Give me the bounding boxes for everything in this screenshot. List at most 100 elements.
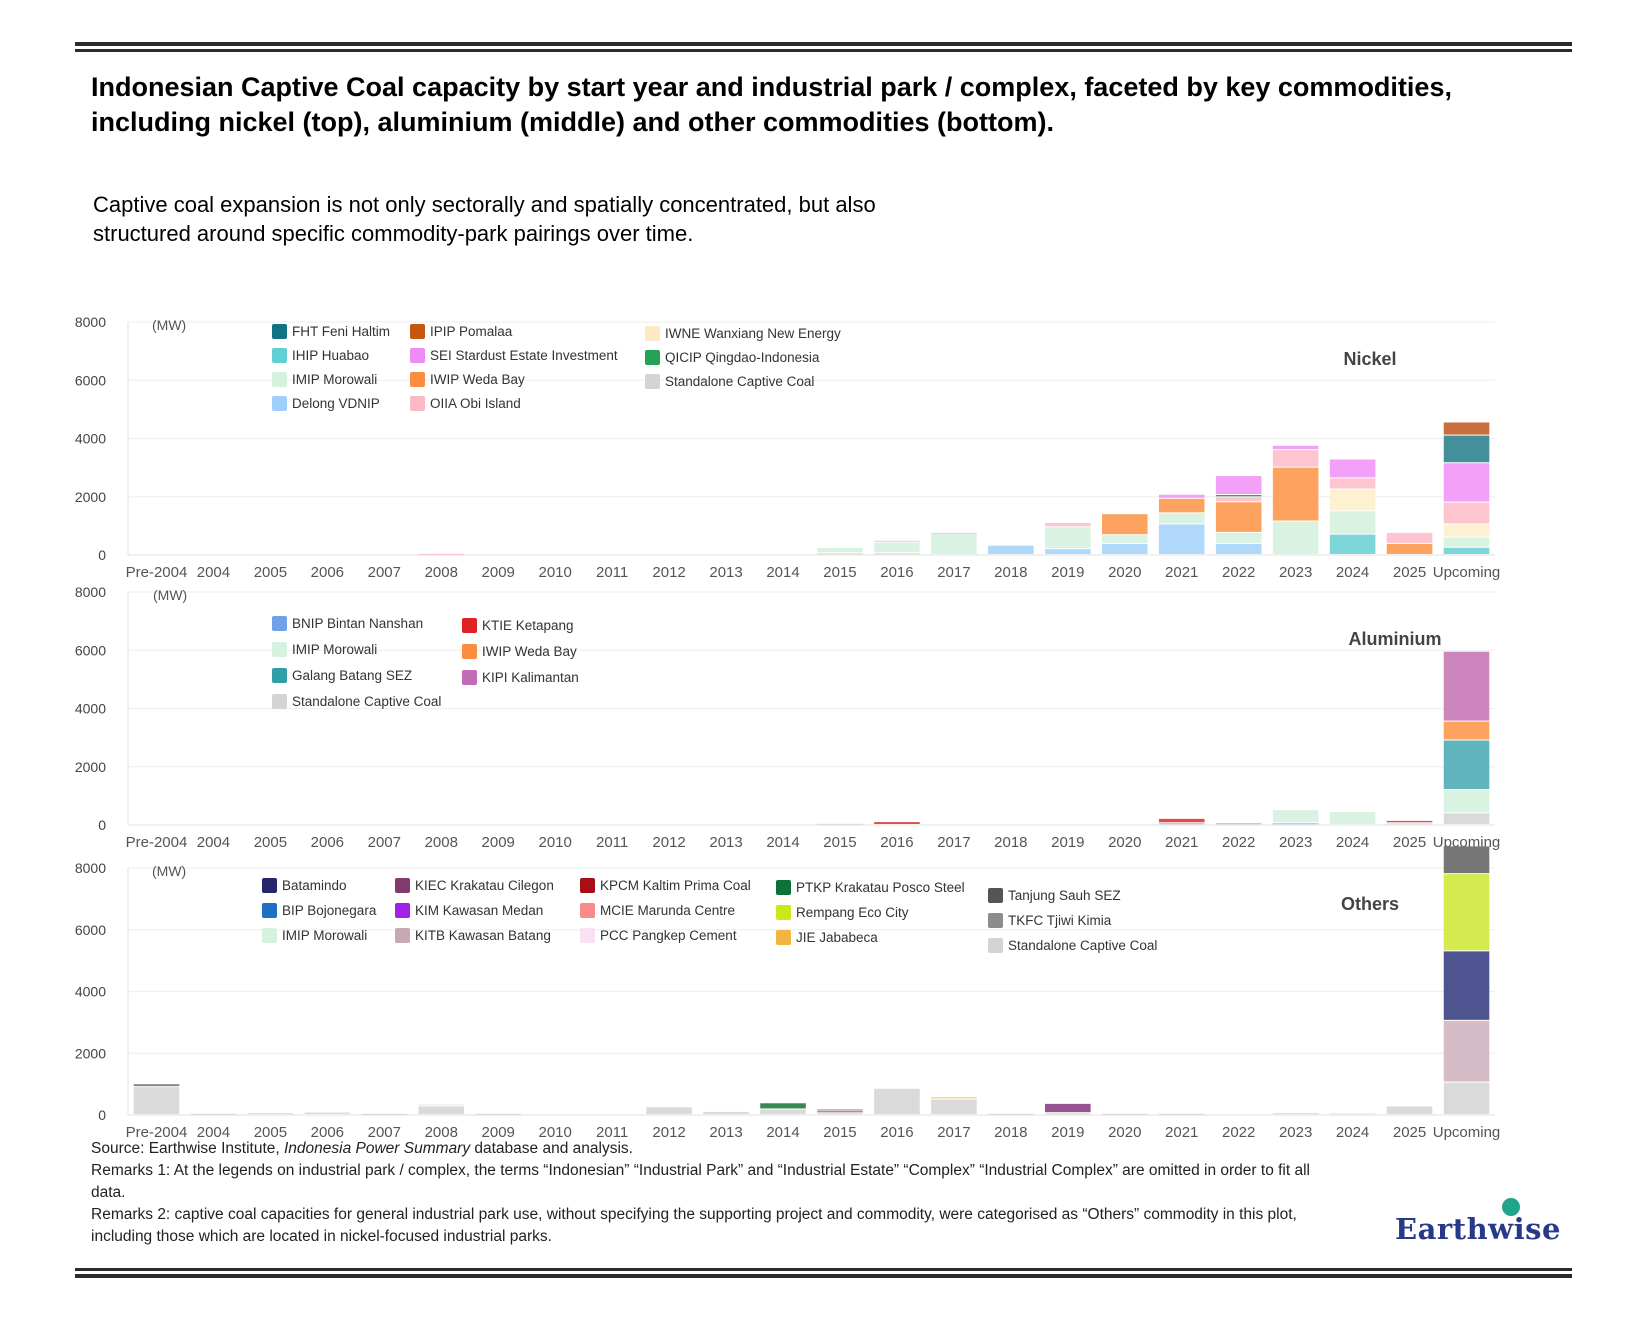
others-xtick-label: 2024 <box>1336 1124 1369 1141</box>
aluminium-ytick-label: 8000 <box>75 584 106 600</box>
others-xtick-label: 2019 <box>1051 1124 1084 1141</box>
nickel-bar-imip-morowali-2017 <box>931 534 977 554</box>
aluminium-ytick-label: 4000 <box>75 701 106 717</box>
others-xtick-label: Pre-2004 <box>126 1124 188 1141</box>
others-bar-standalone-captive-coal-2004 <box>190 1113 237 1115</box>
others-xtick-label: 2015 <box>823 1124 856 1141</box>
aluminium-ytick-label: 6000 <box>75 642 106 658</box>
others-unit-label: (MW) <box>152 863 186 879</box>
others-legend-swatch-kitb-kawasan-batang <box>395 928 410 943</box>
nickel-ytick-label: 6000 <box>75 372 106 388</box>
others-xtick-label: 2013 <box>709 1124 742 1141</box>
nickel-legend-label-ipip-pomalaa: IPIP Pomalaa <box>430 324 513 339</box>
aluminium-xtick-label: 2022 <box>1222 834 1255 851</box>
nickel-facet-label: Nickel <box>1343 349 1396 369</box>
nickel-bar-iwip-weda-bay-2022 <box>1215 502 1262 532</box>
nickel-xtick-label: 2016 <box>880 564 913 581</box>
aluminium-xtick-label: 2020 <box>1108 834 1141 851</box>
aluminium-bar-galang-batang-sez-upcoming <box>1443 740 1490 790</box>
others-legend-swatch-standalone-captive-coal <box>988 938 1003 953</box>
figure-title: Indonesian Captive Coal capacity by star… <box>91 72 1452 137</box>
nickel-xtick-label: Pre-2004 <box>126 564 188 581</box>
others-xtick-label: 2016 <box>880 1124 913 1141</box>
others-bar-standalone-captive-coal-pre-2004 <box>133 1087 180 1114</box>
others-bar-pcc-pangkep-cement-2008 <box>418 1104 465 1106</box>
top-rule-thick <box>75 42 1572 46</box>
nickel-bar-oiia-obi-island-2022 <box>1215 497 1262 502</box>
nickel-legend-label-oiia-obi-island: OIIA Obi Island <box>430 396 521 411</box>
others-ytick-label: 8000 <box>75 860 106 876</box>
nickel-bar-delong-vdnip-2019 <box>1045 549 1091 554</box>
others-bar-tkfc-tjiwi-kimia-2015 <box>817 1109 863 1111</box>
nickel-bar-sei-stardust-estate-investment-2022 <box>1215 476 1262 495</box>
figure-notes: Source: Earthwise Institute, Indonesia P… <box>91 1138 1341 1248</box>
others-legend-swatch-tkfc-tjiwi-kimia <box>988 913 1003 928</box>
others-legend-label-batamindo: Batamindo <box>282 878 347 893</box>
others-ytick-label: 2000 <box>75 1045 106 1061</box>
aluminium-bar-imip-morowali-2023 <box>1272 810 1319 823</box>
remarks-2: Remarks 2: captive coal capacities for g… <box>91 1206 1297 1245</box>
aluminium-xtick-label: 2024 <box>1336 834 1369 851</box>
nickel-bar-delong-vdnip-2021 <box>1158 524 1205 554</box>
others-xtick-label: 2004 <box>197 1124 230 1141</box>
others-xtick-label: 2010 <box>539 1124 572 1141</box>
aluminium-xtick-label: 2015 <box>823 834 856 851</box>
others-xtick-label: 2011 <box>596 1124 628 1141</box>
nickel-bar-iwip-weda-bay-2021 <box>1158 498 1205 513</box>
nickel-bar-sei-stardust-estate-investment-2024 <box>1329 459 1376 478</box>
nickel-bar-ihip-huabao-upcoming <box>1443 547 1490 554</box>
others-legend-label-jie-jababeca: JIE Jababeca <box>796 930 878 945</box>
aluminium-legend-swatch-standalone-captive-coal <box>272 694 287 709</box>
aluminium-legend-swatch-imip-morowali <box>272 642 287 657</box>
others-legend-label-pcc-pangkep-cement: PCC Pangkep Cement <box>600 928 737 943</box>
nickel-bar-iwip-weda-bay-2025 <box>1386 543 1433 554</box>
aluminium-legend-label-iwip-weda-bay: IWIP Weda Bay <box>482 644 577 659</box>
aluminium-bar-bnip-bintan-nanshan-2022 <box>1215 823 1262 825</box>
nickel-bar-fht-feni-haltim-upcoming <box>1443 435 1490 463</box>
nickel-legend-label-iwne-wanxiang-new-energy: IWNE Wanxiang New Energy <box>665 326 841 341</box>
nickel-xtick-label: 2022 <box>1222 564 1255 581</box>
others-legend-label-kim-kawasan-medan: KIM Kawasan Medan <box>415 903 543 918</box>
nickel-bar-iwne-wanxiang-new-energy-2024 <box>1329 489 1376 511</box>
others-bar-ptkp-krakatau-posco-steel-2014 <box>760 1103 806 1109</box>
nickel-xtick-label: 2018 <box>994 564 1027 581</box>
others-legend-swatch-rempang-eco-city <box>776 905 791 920</box>
nickel-legend-swatch-fht-feni-haltim <box>272 324 287 339</box>
others-bar-standalone-captive-coal-2007 <box>361 1113 408 1115</box>
nickel-xtick-label: 2020 <box>1108 564 1141 581</box>
others-xtick-label: 2025 <box>1393 1124 1426 1141</box>
nickel-legend-swatch-iwip-weda-bay <box>410 372 425 387</box>
nickel-bar-oiia-obi-island-2017 <box>931 532 977 534</box>
aluminium-xtick-label: 2008 <box>425 834 458 851</box>
aluminium-ytick-label: 0 <box>98 817 106 833</box>
nickel-xtick-label: 2013 <box>709 564 742 581</box>
others-bar-standalone-captive-coal-2023 <box>1272 1113 1319 1115</box>
others-bar-standalone-captive-coal-2014 <box>760 1109 806 1114</box>
aluminium-xtick-label: 2019 <box>1051 834 1084 851</box>
others-xtick-label: 2007 <box>368 1124 401 1141</box>
others-bar-standalone-captive-coal-2020 <box>1101 1113 1148 1115</box>
aluminium-bar-standalone-captive-coal-2015 <box>817 823 863 825</box>
nickel-xtick-label: 2011 <box>596 564 628 581</box>
others-xtick-label: 2006 <box>311 1124 344 1141</box>
others-xtick-label: 2017 <box>937 1124 970 1141</box>
nickel-legend-label-standalone-captive-coal: Standalone Captive Coal <box>665 374 814 389</box>
nickel-bar-imip-morowali-2021 <box>1158 513 1205 524</box>
nickel-bar-imip-morowali-2019 <box>1045 527 1091 549</box>
nickel-xtick-label: 2014 <box>766 564 799 581</box>
nickel-legend-swatch-oiia-obi-island <box>410 396 425 411</box>
nickel-bar-oiia-obi-island-2016 <box>874 540 920 542</box>
others-bar-standalone-captive-coal-2005 <box>247 1113 294 1115</box>
others-xtick-label: 2005 <box>254 1124 287 1141</box>
nickel-xtick-label: 2024 <box>1336 564 1369 581</box>
aluminium-xtick-label: 2017 <box>937 834 970 851</box>
nickel-bar-iwip-weda-bay-2023 <box>1272 467 1319 521</box>
nickel-xtick-label: Upcoming <box>1433 564 1501 581</box>
nickel-legend-label-imip-morowali: IMIP Morowali <box>292 372 377 387</box>
others-legend-label-ptkp-krakatau-posco-steel: PTKP Krakatau Posco Steel <box>796 880 965 895</box>
aluminium-xtick-label: 2014 <box>766 834 799 851</box>
logo-dot-icon <box>1502 1198 1520 1216</box>
nickel-xtick-label: 2007 <box>368 564 401 581</box>
nickel-legend-swatch-imip-morowali <box>272 372 287 387</box>
